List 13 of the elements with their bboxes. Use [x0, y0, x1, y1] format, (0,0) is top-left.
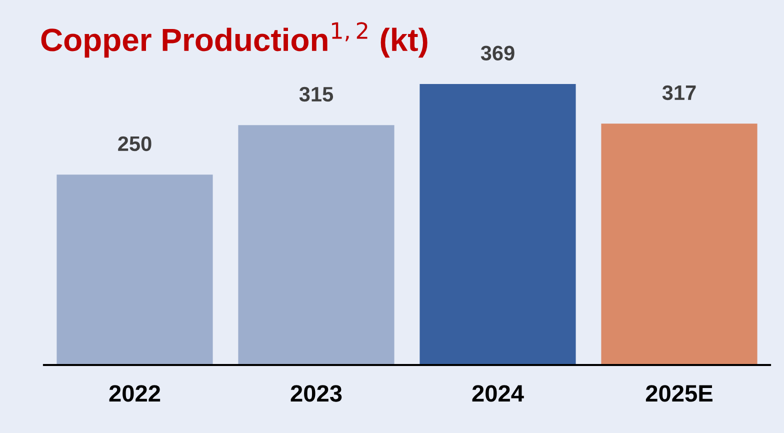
data-label: 315: [299, 86, 334, 102]
x-tick-label: 2025E: [646, 385, 712, 402]
data-label: 250: [118, 136, 152, 152]
bar: [56, 174, 213, 365]
bar: [238, 125, 394, 365]
x-tick-label: 2023: [290, 385, 342, 402]
data-label: 369: [480, 46, 514, 61]
chart-title: Copper Production$^{1,2}$ (kt): [41, 22, 428, 58]
bar: [420, 84, 576, 365]
x-tick-label: 2024: [472, 385, 524, 402]
x-tick-label: 2022: [109, 385, 160, 402]
bar: [601, 124, 758, 365]
data-label: 317: [662, 85, 696, 100]
